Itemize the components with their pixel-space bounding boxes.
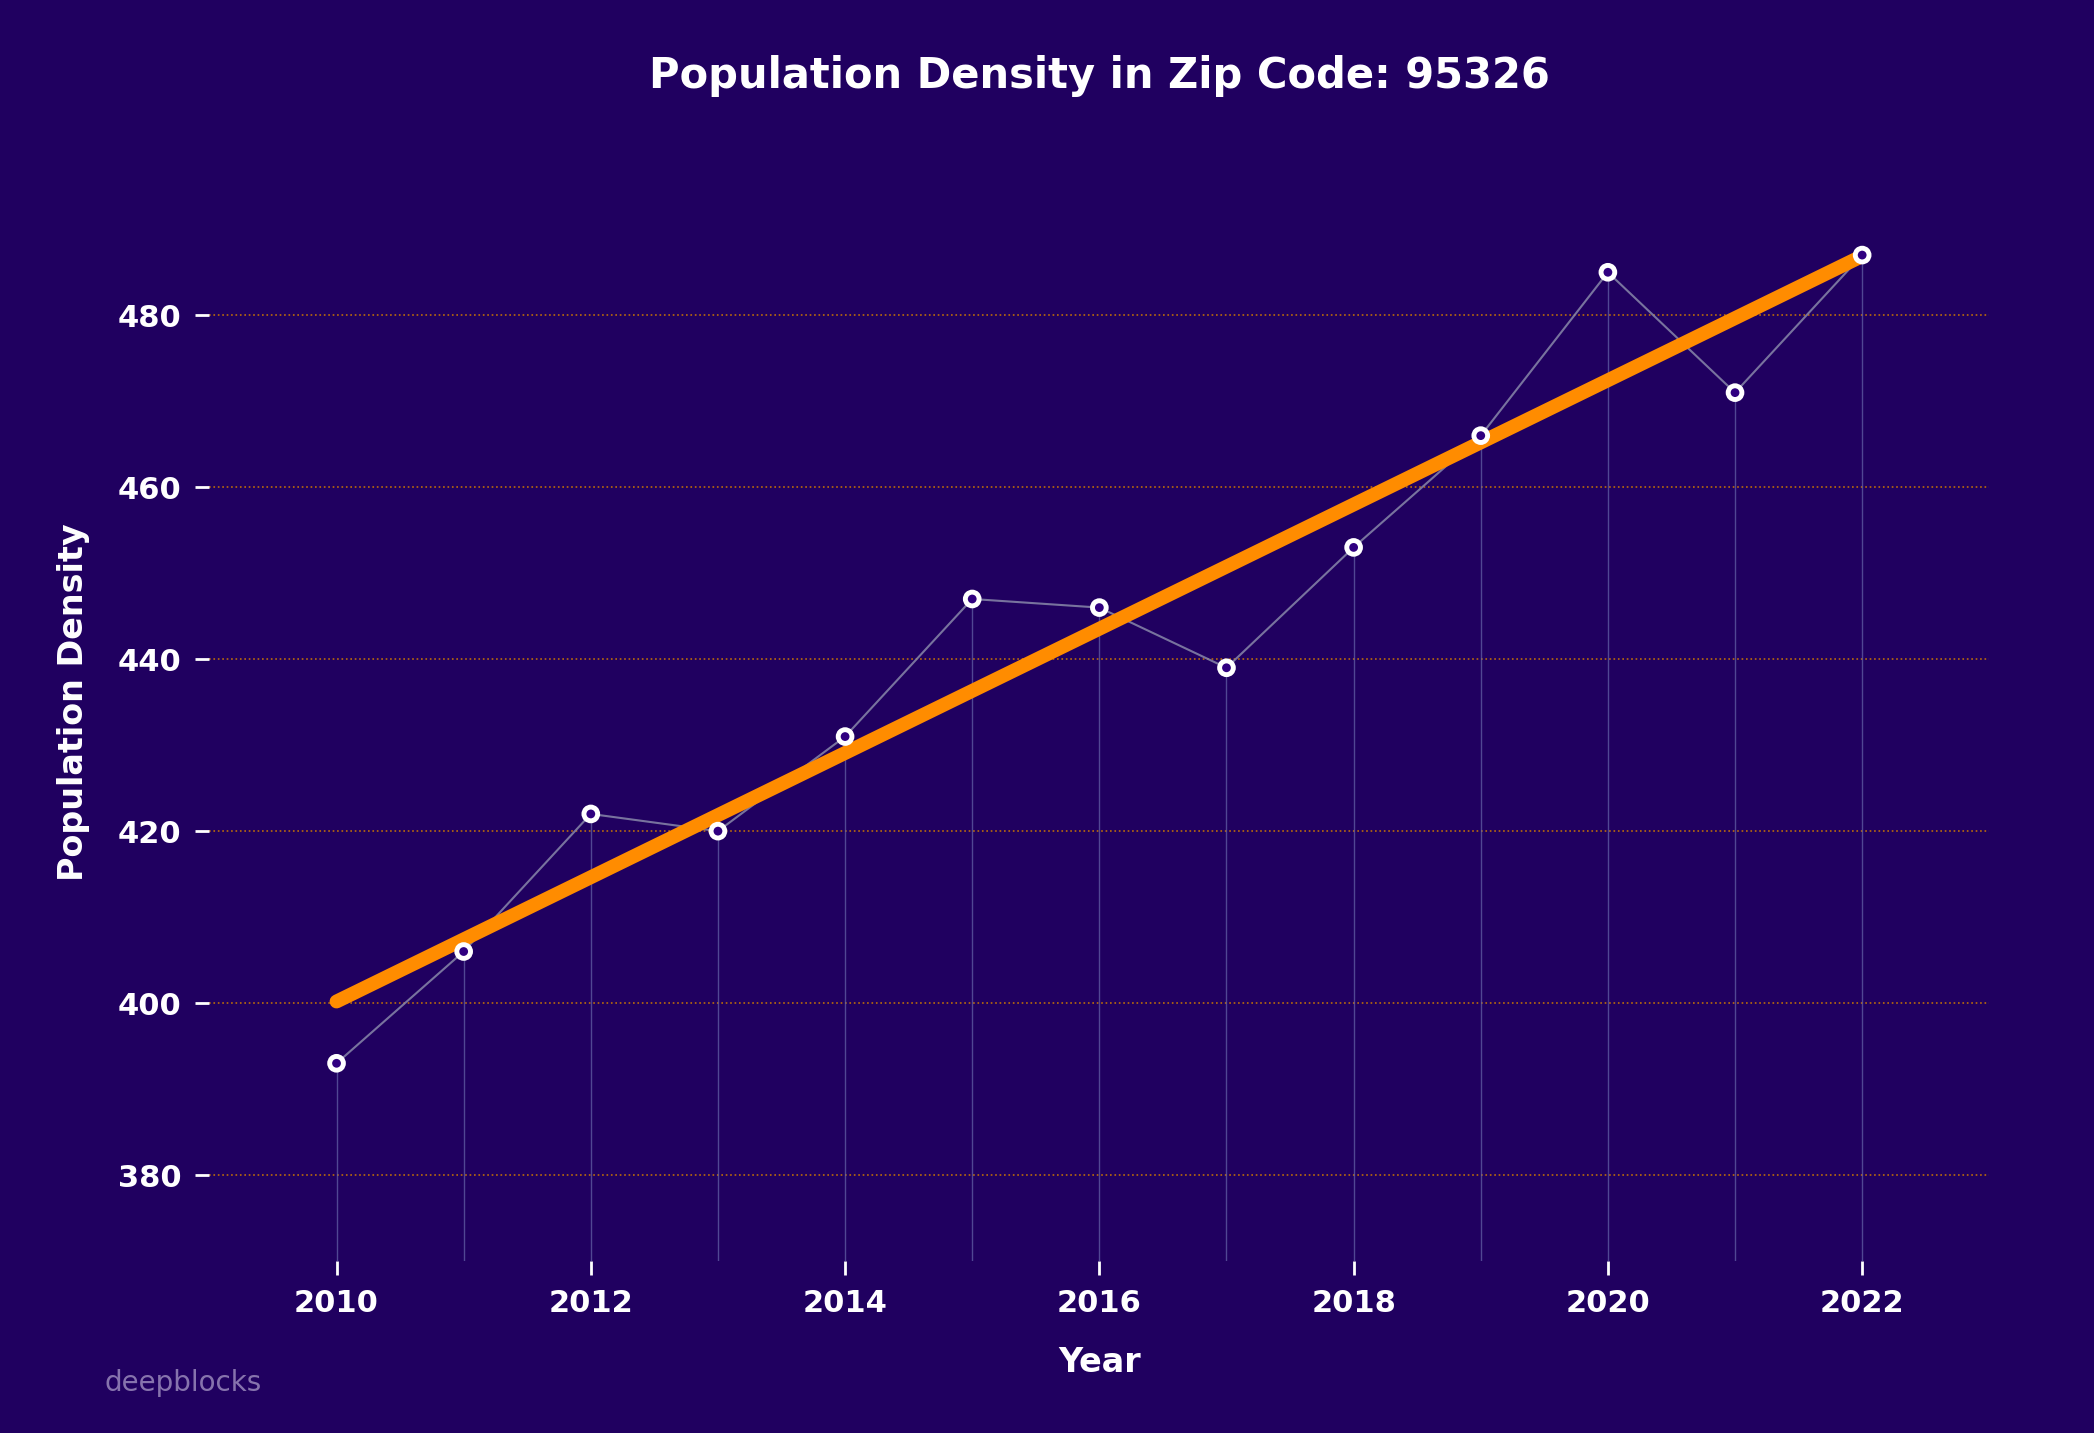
Point	[446, 940, 480, 963]
Point	[574, 802, 607, 825]
Point	[1719, 381, 1753, 404]
Point	[1591, 261, 1625, 284]
Point	[1210, 656, 1244, 679]
Point	[1083, 596, 1116, 619]
Point	[955, 588, 988, 610]
Point	[829, 725, 863, 748]
Point	[574, 802, 607, 825]
Point	[1464, 424, 1497, 447]
Y-axis label: Population Density: Population Density	[57, 523, 90, 881]
Point	[701, 820, 735, 843]
X-axis label: Year: Year	[1057, 1346, 1141, 1379]
Point	[320, 1052, 354, 1075]
Point	[955, 588, 988, 610]
Point	[1464, 424, 1497, 447]
Point	[1210, 656, 1244, 679]
Point	[1591, 261, 1625, 284]
Point	[1845, 244, 1878, 267]
Point	[701, 820, 735, 843]
Point	[829, 725, 863, 748]
Point	[1336, 536, 1369, 559]
Point	[1845, 244, 1878, 267]
Text: deepblocks: deepblocks	[105, 1369, 262, 1397]
Point	[446, 940, 480, 963]
Point	[1336, 536, 1369, 559]
Point	[1719, 381, 1753, 404]
Point	[320, 1052, 354, 1075]
Point	[1083, 596, 1116, 619]
Title: Population Density in Zip Code: 95326: Population Density in Zip Code: 95326	[649, 54, 1550, 97]
